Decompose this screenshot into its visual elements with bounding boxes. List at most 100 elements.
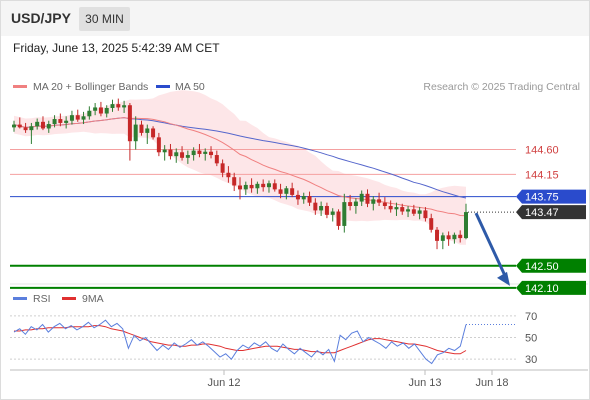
candle-body bbox=[220, 163, 225, 173]
candle-body bbox=[238, 185, 242, 190]
support-price-label: 142.10 bbox=[525, 283, 559, 295]
candle-body bbox=[203, 151, 208, 154]
resistance-label: 144.15 bbox=[525, 169, 559, 181]
rsi-legend-swatch bbox=[13, 297, 27, 300]
candle-body bbox=[261, 183, 266, 188]
candle-body bbox=[145, 128, 150, 133]
candle-body bbox=[40, 121, 45, 129]
candle-body bbox=[243, 184, 248, 190]
candle-body bbox=[87, 110, 92, 117]
candle-body bbox=[336, 211, 341, 226]
candle-body bbox=[423, 210, 428, 219]
candle-body bbox=[295, 194, 300, 200]
candle-body bbox=[319, 205, 324, 211]
candle-body bbox=[116, 104, 121, 108]
rsi-tick-label: 70 bbox=[525, 311, 537, 323]
resistance-label: 144.60 bbox=[525, 145, 559, 157]
candle-body bbox=[249, 184, 254, 189]
candle-body bbox=[151, 128, 156, 138]
ma20-legend-swatch bbox=[13, 85, 27, 88]
candle-body bbox=[446, 235, 451, 240]
candle-body bbox=[272, 183, 277, 190]
bollinger-band bbox=[14, 90, 466, 245]
ma50-legend-label: MA 50 bbox=[175, 81, 205, 93]
candle-body bbox=[359, 193, 364, 202]
header-bar: USD/JPY 30 MIN bbox=[0, 0, 590, 36]
candle-body bbox=[371, 199, 376, 204]
rsi-line bbox=[13, 319, 467, 365]
candle-body bbox=[330, 211, 335, 215]
candle-body bbox=[440, 235, 445, 241]
time-axis-label: Jun 18 bbox=[475, 377, 508, 389]
source-credit: Research © 2025 Trading Central bbox=[423, 81, 580, 93]
candle-body bbox=[406, 209, 411, 212]
candle-body bbox=[464, 212, 468, 239]
candle-body bbox=[284, 188, 289, 194]
candle-body bbox=[168, 149, 173, 157]
rsi-tick-label: 50 bbox=[525, 333, 537, 345]
candle-body bbox=[133, 124, 138, 142]
candle-body bbox=[307, 196, 312, 203]
candle-body bbox=[266, 183, 271, 188]
rsi-ma9-line bbox=[14, 325, 467, 355]
candle-body bbox=[75, 115, 80, 120]
candle-body bbox=[435, 229, 440, 241]
timeframe-button[interactable]: 30 MIN bbox=[79, 7, 130, 31]
candle-body bbox=[417, 210, 422, 214]
candle-body bbox=[23, 127, 28, 131]
candle-body bbox=[324, 205, 329, 215]
candle-body bbox=[394, 207, 399, 210]
rsi-tick-label: 30 bbox=[525, 354, 537, 366]
candle-body bbox=[46, 124, 51, 129]
candle-body bbox=[93, 107, 98, 111]
candle-body bbox=[353, 201, 358, 206]
time-axis-label: Jun 12 bbox=[207, 377, 240, 389]
candle-body bbox=[52, 119, 57, 125]
ma50-legend-swatch bbox=[156, 85, 170, 88]
rsi-legend-label: RSI bbox=[33, 293, 51, 305]
candle-body bbox=[191, 150, 196, 156]
candle-body bbox=[365, 193, 370, 204]
candle-body bbox=[382, 202, 387, 206]
candle-body bbox=[348, 202, 353, 206]
candle-body bbox=[290, 188, 295, 195]
candle-body bbox=[255, 183, 260, 189]
candle-body bbox=[209, 151, 214, 156]
candle-body bbox=[104, 107, 109, 114]
support-price-tag bbox=[516, 258, 586, 273]
candle-body bbox=[69, 115, 74, 121]
candle-body bbox=[139, 124, 144, 133]
candle-body bbox=[58, 119, 63, 123]
candle-body bbox=[429, 218, 434, 230]
candle-body bbox=[232, 177, 237, 186]
candle-body bbox=[81, 116, 86, 120]
time-axis-label: Jun 13 bbox=[408, 377, 441, 389]
candle-body bbox=[342, 202, 347, 226]
candle-body bbox=[197, 150, 202, 154]
forecast-arrow-head bbox=[497, 271, 510, 286]
candle-body bbox=[377, 199, 382, 203]
ma9-legend-label: 9MA bbox=[82, 293, 104, 305]
symbol-title: USD/JPY bbox=[11, 10, 71, 26]
candle-body bbox=[226, 172, 231, 178]
current-price-label: 143.47 bbox=[525, 207, 559, 219]
candle-body bbox=[301, 196, 306, 200]
candle-body bbox=[180, 152, 185, 158]
candle-body bbox=[35, 121, 40, 127]
candle-body bbox=[411, 209, 416, 214]
candle-body bbox=[98, 107, 103, 114]
ma9-legend-swatch bbox=[62, 297, 76, 300]
candle-body bbox=[110, 104, 115, 108]
candle-body bbox=[64, 120, 69, 123]
pivot-price-tag bbox=[516, 189, 586, 204]
candle-body bbox=[313, 202, 318, 211]
candle-body bbox=[214, 155, 219, 164]
candle-body bbox=[162, 149, 167, 153]
candle-body bbox=[452, 234, 457, 240]
candle-body bbox=[127, 105, 132, 142]
candle-body bbox=[12, 124, 16, 128]
pivot-price-label: 143.75 bbox=[525, 192, 559, 204]
candle-body bbox=[388, 205, 393, 210]
candle-body bbox=[17, 124, 22, 128]
